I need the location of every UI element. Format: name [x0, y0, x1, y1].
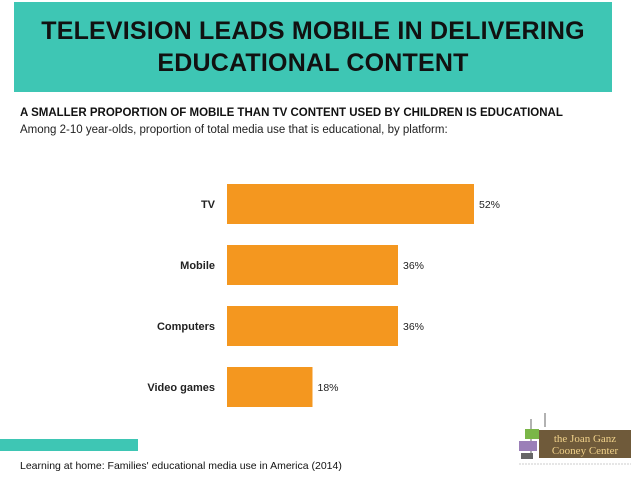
logo-mark-icon: [519, 413, 546, 459]
chart-description: Among 2-10 year-olds, proportion of tota…: [20, 124, 448, 136]
title-banner: TELEVISION LEADS MOBILE IN DELIVERING ED…: [14, 2, 612, 92]
category-label: Mobile: [180, 260, 215, 272]
value-label: 52%: [479, 199, 500, 211]
bar-computers: [227, 306, 398, 346]
value-label: 36%: [403, 321, 424, 333]
category-label: TV: [201, 199, 216, 211]
value-label: 36%: [403, 260, 424, 272]
logo-box: [539, 430, 631, 458]
banner-title-line-1: TELEVISION LEADS MOBILE IN DELIVERING: [41, 17, 585, 45]
source-citation: Learning at home: Families' educational …: [20, 460, 342, 472]
footer-accent-bar: [0, 439, 138, 451]
logo-text-line-1: the Joan Ganz: [554, 433, 616, 445]
chart-subtitle: A SMALLER PROPORTION OF MOBILE THAN TV C…: [20, 107, 563, 119]
bar-tv: [227, 184, 474, 224]
banner-title-line-2: EDUCATIONAL CONTENT: [157, 49, 469, 77]
value-label: 18%: [318, 382, 339, 394]
category-label: Video games: [147, 382, 215, 394]
logo-text-line-2: Cooney Center: [552, 445, 619, 457]
cooney-center-logo: the Joan Ganz Cooney Center: [519, 413, 631, 465]
bar-chart: TV 52% Mobile 36% Computers 36% Video games 18%: [147, 184, 500, 407]
bar-video-games: [227, 367, 313, 407]
bar-mobile: [227, 245, 398, 285]
category-label: Computers: [157, 321, 215, 333]
